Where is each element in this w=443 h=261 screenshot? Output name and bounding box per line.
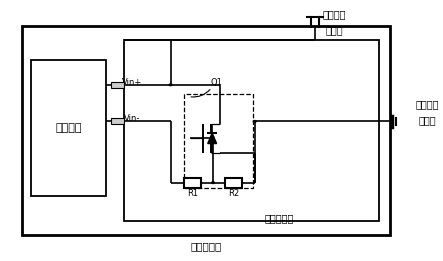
Text: 防反接电路: 防反接电路 (264, 213, 294, 223)
Text: Vin+: Vin+ (122, 78, 142, 87)
Text: Vin-: Vin- (124, 114, 140, 123)
Text: Q1: Q1 (210, 78, 222, 87)
Circle shape (253, 121, 256, 122)
Circle shape (169, 84, 172, 86)
Text: 输入端: 输入端 (419, 115, 436, 125)
Text: 工控主机板: 工控主机板 (190, 242, 222, 252)
Circle shape (212, 182, 214, 183)
Bar (31, 60, 106, 196)
Text: 电源第一: 电源第一 (323, 9, 346, 19)
Polygon shape (208, 133, 217, 144)
Bar (184, 178, 201, 188)
Bar (184, 94, 253, 188)
Text: R1: R1 (187, 189, 198, 198)
Bar (111, 118, 124, 124)
Text: 电源第二: 电源第二 (416, 99, 439, 109)
Text: 内部电路: 内部电路 (55, 123, 82, 133)
Text: 输入端: 输入端 (326, 25, 343, 35)
Bar (111, 82, 124, 88)
Bar (225, 178, 242, 188)
Bar (124, 40, 379, 221)
Text: R2: R2 (228, 189, 239, 198)
Bar (22, 26, 390, 235)
